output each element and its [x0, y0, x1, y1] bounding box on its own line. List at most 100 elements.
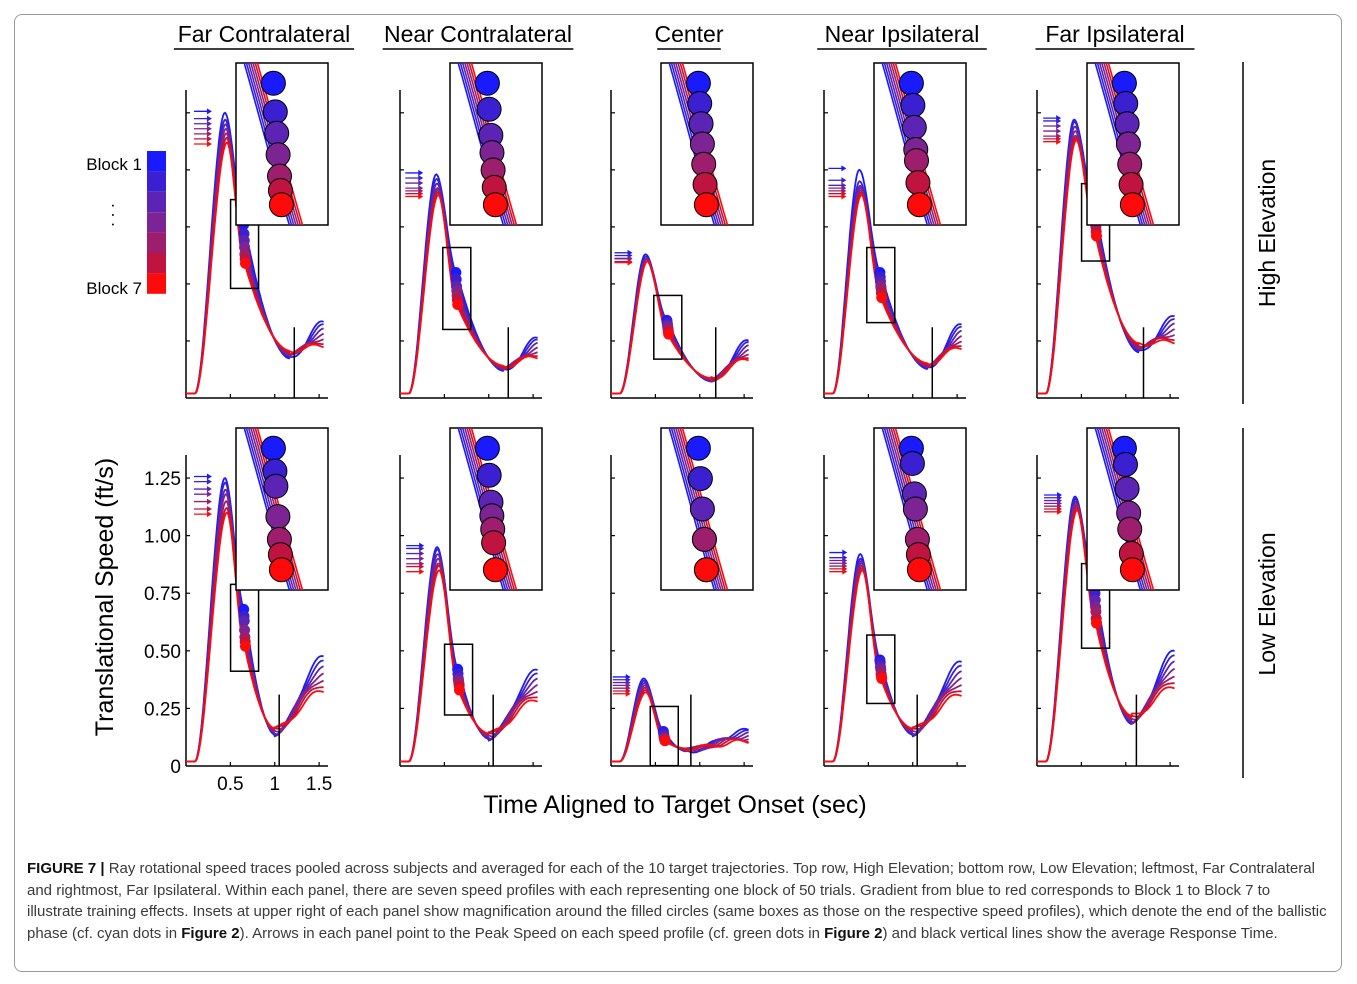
inset-end-dot: [898, 70, 924, 96]
inset-end-dot: [482, 557, 508, 583]
column-title-2: Center: [654, 21, 723, 47]
peak-arrow-head: [627, 259, 633, 266]
inset-end-dot: [474, 70, 500, 96]
legend-swatch-block-3: [147, 191, 166, 213]
panel-high-4: [1036, 62, 1180, 399]
caption-figure-label: FIGURE 7 |: [27, 860, 105, 877]
panel-high-3: [823, 62, 967, 399]
inset-content: [1094, 428, 1155, 590]
column-title-0: Far Contralateral: [178, 21, 351, 47]
inset-end-dot: [265, 142, 291, 168]
inset-end-dot: [691, 526, 717, 552]
speed-trace-block-6: [824, 566, 962, 763]
peak-arrow-head: [625, 690, 631, 697]
speed-trace-block-7: [611, 260, 749, 395]
inset-end-dot: [906, 192, 932, 218]
peak-arrow-head: [206, 135, 212, 142]
peak-arrow-head: [1056, 117, 1062, 124]
peak-arrow-head: [206, 140, 212, 147]
column-title-1: Near Contralateral: [384, 21, 572, 47]
inset-end-dot: [268, 192, 294, 218]
speed-trace-block-1: [611, 253, 749, 395]
speed-trace-block-4: [824, 562, 962, 763]
peak-arrow-head: [418, 193, 424, 200]
peak-arrow-head: [206, 473, 212, 480]
peak-arrow-head: [1056, 138, 1062, 145]
inset-end-dot: [903, 148, 929, 174]
column-title-3: Near Ipsilateral: [825, 21, 980, 47]
y-tick-label: 0.50: [144, 642, 181, 663]
inset-end-dot: [481, 530, 507, 556]
inset-end-dot: [906, 557, 932, 583]
speed-panels: [185, 62, 1180, 767]
ballistic-end-dot: [659, 735, 671, 747]
peak-arrow-head: [842, 549, 848, 556]
peak-arrow-head: [206, 486, 212, 493]
y-tick-label: 0.75: [144, 584, 181, 605]
speed-trace-block-7: [1037, 509, 1175, 763]
row-label-high-elevation: High Elevation: [1254, 159, 1280, 307]
inset-end-dot: [482, 192, 508, 218]
legend-label-bottom: Block 7: [86, 279, 142, 298]
x-tick-label: 1: [269, 774, 280, 795]
panel-low-4: [1036, 427, 1180, 767]
figure-annotations: Far Contralateral Near Contralateral Cente…: [86, 21, 1280, 819]
inset-content: [457, 63, 518, 225]
speed-trace-block-6: [400, 564, 538, 763]
zoom-box: [649, 705, 679, 767]
peak-arrow-head: [206, 505, 212, 512]
legend-swatch-block-1: [147, 151, 166, 172]
inset-end-dot: [899, 450, 925, 476]
zoom-box: [442, 246, 472, 331]
caption-text-2: ). Arrows in each panel point to the Pea…: [239, 924, 825, 942]
caption-figure-ref-1: Figure 2: [181, 924, 240, 942]
caption-text-3: ) and black vertical lines show the aver…: [882, 924, 1278, 942]
inset-end-dot: [260, 70, 286, 96]
y-tick-label: 1.00: [144, 527, 181, 548]
peak-arrow-head: [206, 478, 212, 485]
legend-label-top: Block 1: [86, 155, 142, 174]
column-title-4: Far Ipsilateral: [1045, 21, 1184, 47]
peak-arrow-head: [841, 177, 847, 184]
peak-arrow-head: [206, 511, 212, 518]
inset-end-dot: [264, 120, 290, 146]
peak-arrow-head: [206, 108, 212, 115]
ballistic-end-dot: [1090, 230, 1102, 242]
zoom-box: [866, 246, 896, 324]
peak-arrow-head: [206, 125, 212, 132]
ballistic-end-dot: [238, 615, 250, 627]
inset-end-dot: [902, 496, 928, 522]
speed-trace-block-3: [824, 560, 962, 763]
inset-content: [243, 428, 304, 590]
panel-high-1: [399, 62, 543, 399]
inset-end-dot: [900, 92, 926, 118]
caption-figure-ref-2: Figure 2: [824, 924, 883, 942]
speed-trace-block-5: [824, 564, 962, 763]
ballistic-end-dot: [876, 672, 888, 684]
peak-arrow-head: [842, 568, 848, 575]
peak-arrow-head: [206, 120, 212, 127]
peak-arrow-head: [841, 165, 847, 172]
peak-arrow-head: [206, 498, 212, 505]
peak-arrow-head: [206, 491, 212, 498]
panel-low-0: [185, 427, 329, 767]
inset-end-dot: [685, 435, 711, 461]
ballistic-end-dot: [1090, 617, 1102, 629]
peak-arrow-head: [419, 555, 425, 562]
inset-content: [243, 63, 304, 225]
peak-arrow-head: [419, 550, 425, 557]
peak-arrow-head: [841, 193, 847, 200]
inset-end-dot: [262, 99, 288, 125]
x-tick-label: 1.5: [306, 774, 332, 795]
legend-swatch-block-4: [147, 212, 166, 233]
inset-content: [881, 63, 942, 225]
inset-end-dot: [1112, 451, 1138, 477]
inset-content: [457, 428, 518, 590]
speed-trace-block-7: [400, 569, 538, 763]
panel-high-0: [185, 62, 329, 399]
inset-end-dot: [263, 473, 289, 499]
legend-ellipsis: . . .: [108, 203, 127, 227]
inset-end-dot: [265, 504, 291, 530]
y-axis-title: Translational Speed (ft/s): [91, 458, 119, 736]
